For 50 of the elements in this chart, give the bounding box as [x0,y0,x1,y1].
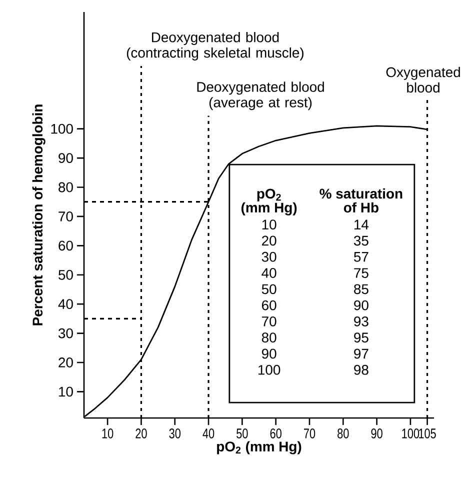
annotation: 20 [262,236,276,246]
annotation: 90 [262,348,276,359]
annotation: 97 [354,348,368,359]
annotation: 60 [262,300,276,310]
ref-line-label: Deoxygenated blood (contracting skeletal muscle) [126,32,304,60]
annotation: pO$_{2}$ [257,188,281,202]
y-tick-label: 100 [51,124,73,134]
x-tick-label: 10 [102,428,114,438]
y-tick-label: 80 [58,182,73,192]
x-tick-label: 40 [202,428,214,438]
annotation: 90 [354,300,368,310]
annotation: (mm Hg) [241,202,297,216]
annotation: 85 [354,284,368,294]
x-tick-label: 105 [419,428,436,438]
x-tick-label: 70 [304,428,316,438]
x-tick-label: 80 [338,428,349,438]
annotation: 57 [354,252,368,262]
annotation: 50 [262,284,276,294]
y-tick-label: 20 [58,358,73,368]
annotation: 93 [354,316,368,326]
x-tick-label: 60 [270,428,282,438]
y-tick-label: 30 [58,328,73,338]
y-tick-label: 10 [59,386,73,397]
annotation: 95 [354,332,368,343]
annotation: 35 [354,236,368,246]
y-tick-label: 60 [58,240,73,251]
annotation: 40 [262,268,276,278]
annotation: 30 [262,252,276,262]
y-tick-label: 50 [58,270,73,280]
x-tick-label: 100 [402,428,420,438]
annotation: 70 [262,316,276,326]
annotation: of Hb [344,202,378,213]
annotation: 80 [262,332,276,343]
x-tick-label: 50 [236,428,248,438]
annotation: 14 [354,220,369,230]
ref-line-label: Oxygenated blood [386,66,460,93]
y-tick-label: 90 [58,153,73,163]
y-tick-label: 40 [58,299,73,310]
annotation: % saturation [320,188,402,199]
annotation: 98 [354,364,368,375]
x-tick-label: 90 [371,428,382,438]
annotation: 75 [354,268,368,278]
ref-line-label: Deoxygenated blood (average at rest) [197,82,324,110]
y-axis-title: Percent saturation of hemoglobin [32,104,46,326]
x-tick-label: 30 [169,428,180,438]
annotation: 100 [258,364,280,375]
annotation: 10 [262,220,276,230]
x-axis-title: pO$_{2}$ (mm Hg) [217,441,302,454]
x-tick-label: 20 [136,428,147,438]
y-tick-label: 70 [58,212,73,222]
